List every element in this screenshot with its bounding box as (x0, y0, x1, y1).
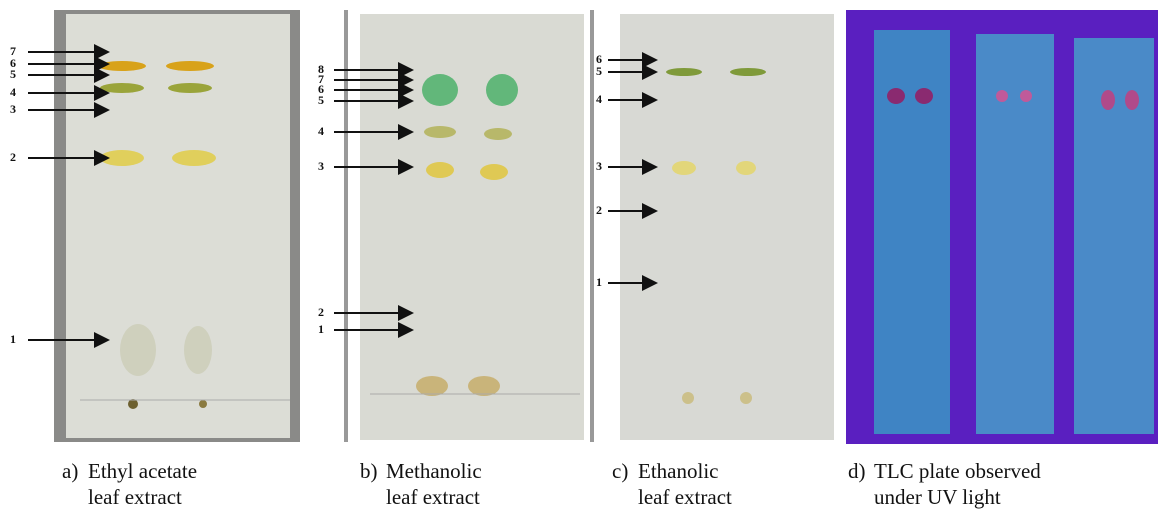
arrow-label: 4 (596, 92, 602, 106)
caption-line: leaf extract (88, 485, 182, 509)
caption-line: TLC plate observed (874, 459, 1041, 483)
caption-line: Ethanolic (638, 459, 718, 483)
panel-label: b) (360, 459, 378, 483)
caption-line: under UV light (874, 485, 1001, 509)
plate-c (590, 10, 834, 442)
plate-b (344, 10, 584, 442)
arrow-label: 2 (10, 150, 16, 164)
caption-line: Methanolic (386, 459, 482, 483)
arrow-label: 1 (10, 332, 16, 346)
arrow-label: 1 (318, 322, 324, 336)
plate-d (846, 10, 1158, 444)
arrow-label: 3 (318, 159, 324, 173)
arrow-label: 4 (318, 124, 324, 138)
caption-line: leaf extract (386, 485, 480, 509)
arrow-label: 2 (596, 203, 602, 217)
arrow-label: 5 (318, 93, 324, 107)
figure: 7654321a)Ethyl acetateleaf extract876543… (0, 0, 1158, 516)
panel-label: a) (62, 459, 78, 483)
arrow-label: 5 (596, 64, 602, 78)
arrow-label: 3 (10, 102, 16, 116)
arrow-label: 5 (10, 67, 16, 81)
arrow-label: 3 (596, 159, 602, 173)
arrow-label: 2 (318, 305, 324, 319)
panel-label: c) (612, 459, 628, 483)
arrow-label: 4 (10, 85, 16, 99)
arrow-label: 1 (596, 275, 602, 289)
panel-label: d) (848, 459, 866, 483)
caption-line: leaf extract (638, 485, 732, 509)
caption-line: Ethyl acetate (88, 459, 197, 483)
